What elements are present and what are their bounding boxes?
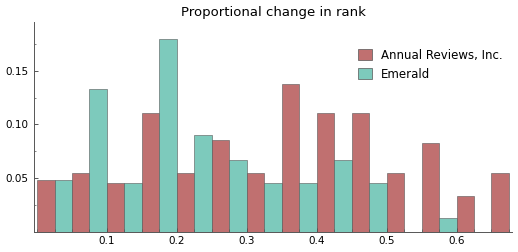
Bar	[334, 160, 352, 232]
Bar	[352, 113, 369, 232]
Bar	[386, 173, 404, 232]
Bar	[299, 183, 316, 232]
Bar	[212, 140, 229, 232]
Bar	[456, 196, 474, 232]
Bar	[37, 180, 54, 232]
Bar	[492, 173, 509, 232]
Bar	[247, 173, 264, 232]
Legend: Annual Reviews, Inc., Emerald: Annual Reviews, Inc., Emerald	[354, 45, 507, 84]
Bar	[369, 183, 386, 232]
Bar	[422, 143, 439, 232]
Bar	[439, 218, 456, 232]
Bar	[90, 89, 107, 232]
Bar	[107, 183, 124, 232]
Bar	[316, 113, 334, 232]
Bar	[229, 160, 247, 232]
Bar	[194, 135, 212, 232]
Bar	[264, 183, 282, 232]
Bar	[72, 173, 90, 232]
Bar	[282, 84, 299, 232]
Bar	[124, 183, 142, 232]
Title: Proportional change in rank: Proportional change in rank	[181, 6, 365, 19]
Bar	[54, 180, 72, 232]
Bar	[160, 39, 177, 232]
Bar	[142, 113, 160, 232]
Bar	[177, 173, 194, 232]
